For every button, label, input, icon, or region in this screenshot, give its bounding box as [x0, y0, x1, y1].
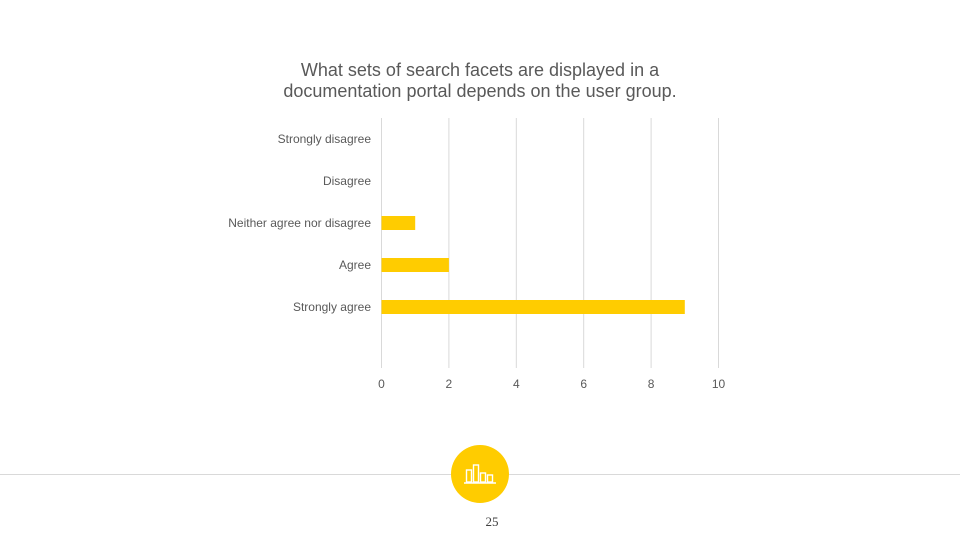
x-tick-label: 0 [378, 377, 385, 391]
category-label: Strongly disagree [278, 132, 372, 146]
x-tick-labels: 0 2 4 6 8 10 [378, 377, 725, 391]
chart-title-line-2: documentation portal depends on the user… [283, 81, 676, 101]
bar-neither-agree-nor-disagree [381, 216, 416, 230]
x-tick-label: 8 [648, 377, 655, 391]
x-tick-label: 2 [446, 377, 453, 391]
gridlines [381, 118, 719, 368]
category-label: Disagree [323, 174, 371, 188]
x-tick-label: 4 [513, 377, 520, 391]
bars [381, 216, 685, 314]
chart-title-line-1: What sets of search facets are displayed… [301, 60, 660, 80]
x-tick-label: 10 [712, 377, 726, 391]
category-label: Neither agree nor disagree [228, 216, 371, 230]
category-label: Agree [339, 258, 371, 272]
bar-chart-icon [451, 445, 509, 503]
category-label: Strongly agree [293, 300, 371, 314]
bar-strongly-agree [381, 300, 685, 314]
x-tick-label: 6 [580, 377, 587, 391]
bar-agree [381, 258, 449, 272]
page-number: 25 [485, 514, 499, 529]
category-labels: Strongly disagree Disagree Neither agree n… [228, 132, 371, 314]
slide-badge [451, 445, 509, 503]
